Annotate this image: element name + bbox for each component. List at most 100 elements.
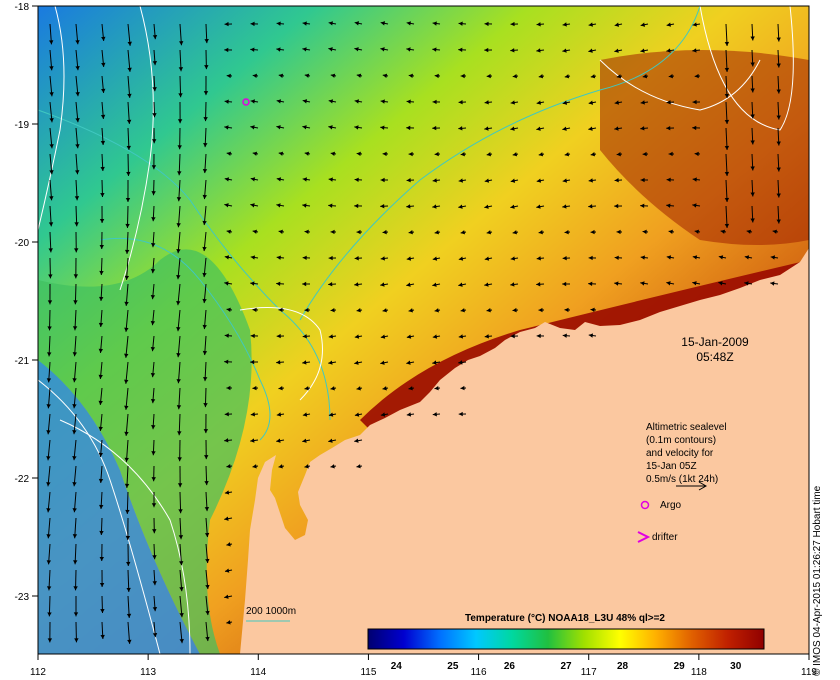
land-mass: [240, 248, 809, 654]
velocity-arrow: [536, 100, 545, 105]
velocity-arrow: [224, 125, 233, 130]
velocity-arrow: [278, 229, 285, 234]
velocity-arrow: [614, 281, 623, 286]
velocity-arrow: [126, 153, 131, 176]
velocity-arrow: [250, 281, 259, 286]
velocity-arrow: [614, 22, 623, 27]
velocity-arrow: [486, 308, 493, 313]
velocity-arrow: [484, 47, 493, 53]
velocity-arrow: [776, 205, 781, 224]
velocity-arrow: [72, 491, 77, 513]
velocity-arrow: [179, 621, 184, 644]
colorbar-title: Temperature (°C) NOAA18_L3U 48% ql>=2: [465, 613, 665, 624]
velocity-arrow: [484, 126, 493, 131]
velocity-arrow: [588, 204, 597, 209]
velocity-arrow: [692, 125, 701, 131]
velocity-arrow: [304, 386, 311, 391]
velocity-arrow: [176, 179, 182, 202]
velocity-arrow: [408, 308, 415, 313]
velocity-arrow: [73, 543, 78, 565]
velocity-arrow: [432, 125, 441, 131]
velocity-arrow: [48, 231, 53, 253]
velocity-arrow: [46, 413, 51, 435]
velocity-arrow: [250, 47, 259, 52]
velocity-arrow: [510, 126, 519, 131]
velocity-arrow: [98, 413, 103, 431]
velocity-arrow: [126, 127, 131, 150]
velocity-arrow: [562, 22, 571, 27]
velocity-arrow: [588, 126, 597, 131]
velocity-arrow: [226, 385, 233, 391]
lon-tick-label: 119: [801, 667, 817, 678]
velocity-arrow: [204, 439, 209, 460]
velocity-arrow: [692, 177, 701, 182]
velocity-arrow: [406, 334, 415, 339]
velocity-arrow: [460, 230, 467, 235]
velocity-arrow: [640, 126, 649, 131]
velocity-arrow: [302, 21, 311, 26]
argo-legend-icon: [640, 500, 650, 510]
velocity-arrow: [486, 73, 493, 79]
velocity-arrow: [458, 256, 467, 261]
velocity-arrow: [692, 22, 701, 27]
velocity-arrow: [692, 48, 701, 53]
colorbar-tick-label: 28: [617, 661, 629, 672]
velocity-arrow: [224, 359, 233, 365]
lon-tick-label: 118: [691, 667, 707, 678]
velocity-arrow: [460, 385, 467, 391]
velocity-arrow: [536, 48, 545, 53]
velocity-arrow: [179, 569, 184, 592]
velocity-arrow: [668, 73, 675, 79]
velocity-arrow: [692, 99, 701, 105]
velocity-arrow: [640, 48, 649, 53]
velocity-arrow: [772, 229, 779, 234]
velocity-arrow: [330, 386, 337, 391]
velocity-arrow: [330, 229, 337, 235]
velocity-arrow: [354, 99, 363, 104]
velocity-arrow: [588, 100, 597, 105]
velocity-arrow: [536, 256, 545, 261]
velocity-arrow: [458, 360, 467, 365]
velocity-arrow: [354, 47, 363, 52]
velocity-arrow: [718, 281, 727, 286]
velocity-arrow: [99, 231, 104, 250]
velocity-arrow: [614, 48, 623, 53]
velocity-arrow: [434, 73, 441, 79]
velocity-arrow: [302, 438, 311, 443]
velocity-arrow: [150, 309, 156, 326]
velocity-arrow: [328, 255, 337, 261]
velocity-arrow: [356, 386, 363, 391]
velocity-arrow: [460, 73, 467, 79]
velocity-arrow: [380, 282, 389, 287]
velocity-arrow: [205, 621, 210, 642]
velocity-arrow: [718, 255, 727, 260]
velocity-arrow: [354, 203, 363, 209]
velocity-legend: Altimetric sealevel (0.1m contours) and …: [637, 422, 727, 543]
lat-tick-label: -20: [15, 238, 30, 249]
velocity-arrow: [224, 177, 233, 182]
velocity-arrow: [178, 75, 183, 98]
velocity-arrow: [224, 333, 233, 338]
velocity-arrow: [588, 333, 597, 338]
velocity-arrow: [538, 152, 545, 157]
velocity-arrow: [224, 255, 233, 260]
velocity-arrow: [510, 178, 519, 183]
velocity-arrow: [328, 438, 337, 443]
velocity-arrow: [74, 179, 80, 201]
velocity-arrow: [49, 179, 54, 201]
velocity-arrow: [642, 151, 649, 157]
velocity-arrow: [356, 229, 363, 235]
velocity-arrow: [203, 127, 208, 148]
velocity-arrow: [205, 595, 210, 616]
velocity-arrow: [47, 621, 53, 643]
colorbar-tick-label: 25: [447, 661, 459, 672]
velocity-arrow: [250, 125, 259, 130]
velocity-arrow: [250, 99, 259, 104]
velocity-arrow: [124, 283, 129, 306]
velocity-arrow: [176, 361, 181, 384]
credit-text: © IMOS 04-Apr-2015 01:26:27 Hobart time: [812, 485, 823, 676]
velocity-arrow: [226, 229, 233, 234]
velocity-arrow: [510, 21, 519, 27]
velocity-arrow: [150, 361, 156, 378]
velocity-arrow: [127, 23, 132, 46]
